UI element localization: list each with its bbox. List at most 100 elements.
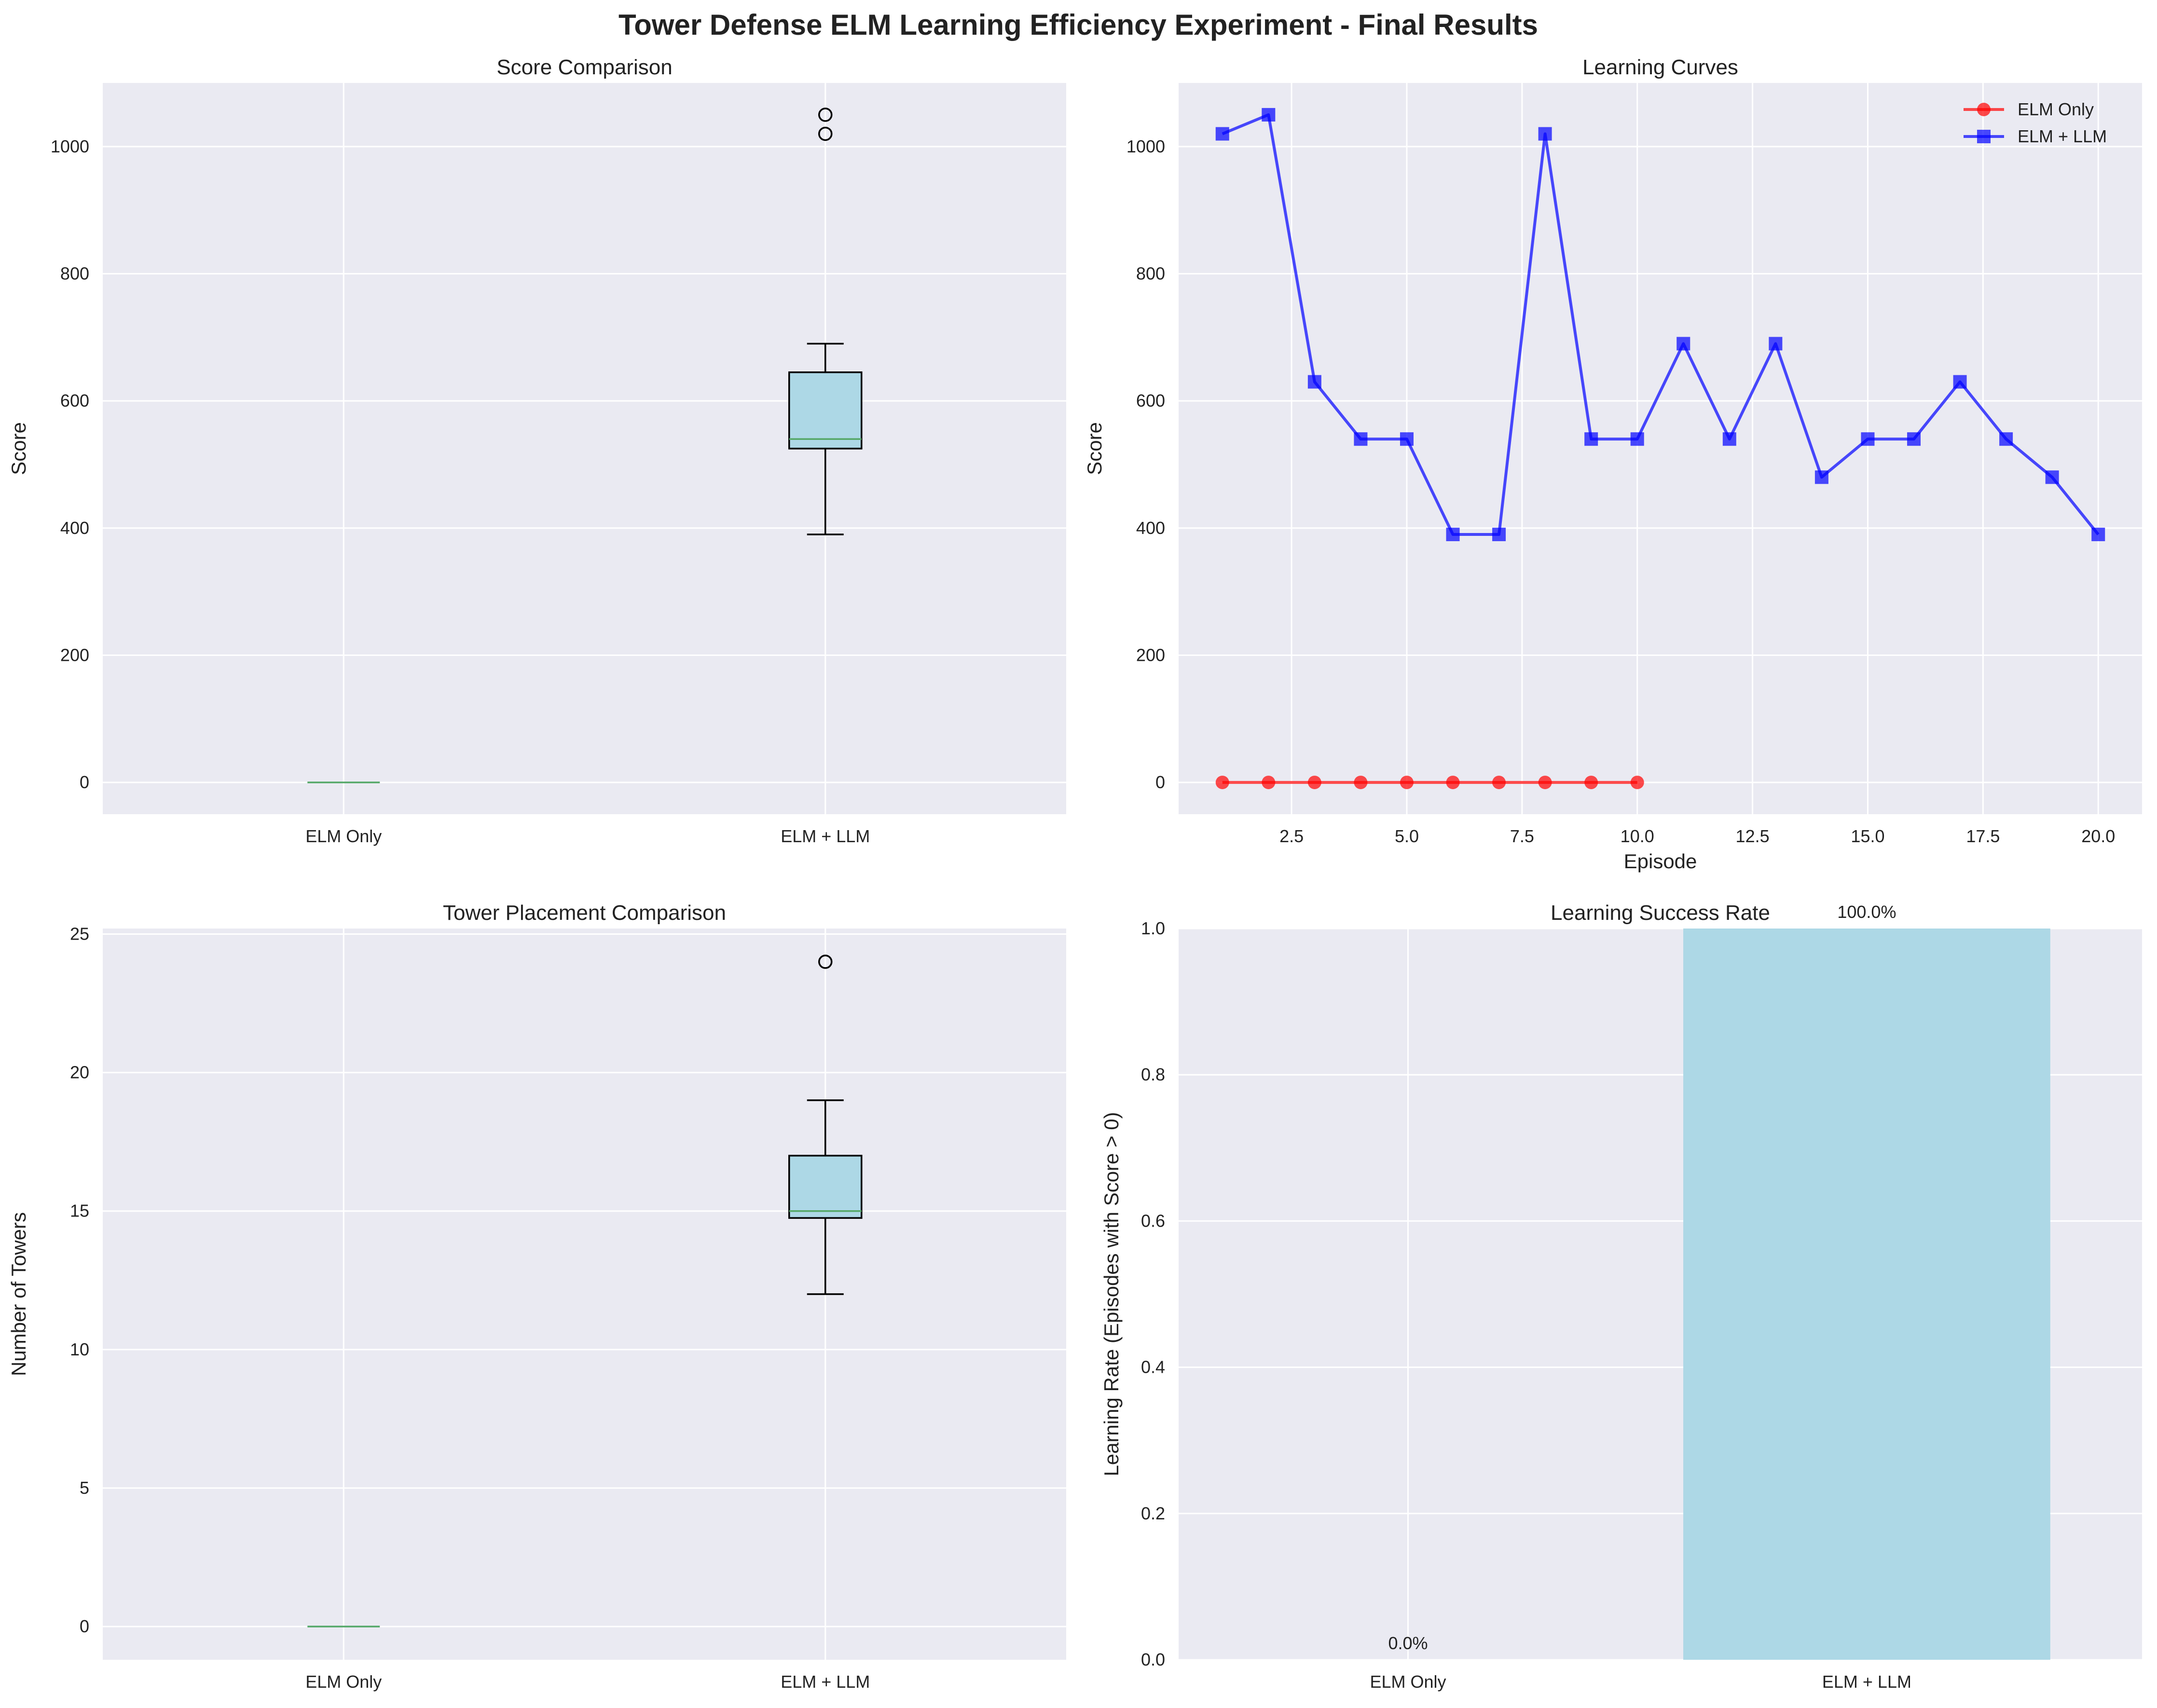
y-tick-label: 5	[80, 1478, 89, 1498]
y-axis-label: Learning Rate (Episodes with Score > 0)	[1100, 1112, 1123, 1476]
y-tick-label: 0.0	[1141, 1650, 1165, 1669]
x-tick-label: 7.5	[1510, 826, 1534, 846]
legend-label: ELM Only	[2018, 99, 2094, 119]
y-tick-label: 20	[70, 1063, 89, 1082]
y-tick-label: 0.2	[1141, 1503, 1165, 1523]
outlier-point	[818, 126, 833, 141]
learning-success-panel: Learning Success Rate 0.0 0.2 0.4 0.6 0.8 1.0 L…	[1100, 901, 2142, 1692]
data-point	[1446, 776, 1460, 790]
series-elm-llm	[1215, 108, 2105, 541]
x-tick-label: ELM + LLM	[781, 1672, 870, 1692]
y-tick-label: 0	[80, 1616, 89, 1636]
x-tick-label: ELM + LLM	[781, 826, 870, 846]
y-tick-label: 1000	[51, 137, 89, 156]
data-point	[1630, 432, 1644, 446]
figure-suptitle: Tower Defense ELM Learning Efficiency Ex…	[618, 9, 1538, 41]
y-tick-label: 25	[70, 924, 89, 943]
data-point	[1630, 776, 1644, 790]
axes-background	[103, 83, 1066, 814]
legend: ELM Only ELM + LLM	[1964, 99, 2107, 146]
data-point	[1215, 776, 1229, 790]
data-point	[1215, 127, 1229, 141]
panel-title: Score Comparison	[496, 55, 672, 79]
box-elm-llm	[788, 108, 863, 535]
y-tick-label: 0.4	[1141, 1357, 1165, 1377]
y-tick-label: 800	[1136, 263, 1165, 283]
x-tick-label: 5.0	[1395, 826, 1419, 846]
legend-label: ELM + LLM	[2018, 126, 2107, 146]
data-point	[1538, 776, 1552, 790]
data-point	[1307, 776, 1321, 790]
data-point	[1446, 527, 1460, 541]
y-axis-label: Score	[7, 422, 30, 475]
bar-value-label: 0.0%	[1388, 1633, 1428, 1653]
x-tick-label: 10.0	[1621, 826, 1654, 846]
y-axis-label: Number of Towers	[7, 1212, 30, 1376]
y-tick-label: 600	[1136, 391, 1165, 410]
panel-title: Learning Curves	[1582, 55, 1738, 79]
x-tick-label: ELM + LLM	[1822, 1672, 1911, 1692]
bar-value-label: 100.0%	[1837, 902, 1896, 922]
axes-background	[1179, 83, 2142, 814]
y-tick-label: 0	[80, 772, 89, 792]
data-point	[1262, 108, 1276, 122]
x-tick-label: 20.0	[2081, 826, 2115, 846]
data-point	[1584, 776, 1598, 790]
data-point	[1400, 432, 1414, 446]
data-point	[1262, 776, 1276, 790]
data-point	[2091, 527, 2105, 541]
data-point	[1354, 432, 1368, 446]
y-tick-label: 0.8	[1141, 1065, 1165, 1084]
panel-title: Learning Success Rate	[1551, 901, 1770, 925]
x-tick-label: 17.5	[1966, 826, 2000, 846]
x-tick-label: ELM Only	[1370, 1672, 1446, 1692]
data-point	[1400, 776, 1414, 790]
bar-elm-llm	[1683, 929, 2050, 1660]
x-tick-label: 12.5	[1736, 826, 1770, 846]
data-point	[2045, 470, 2059, 484]
box-elm-llm	[788, 955, 863, 1295]
y-tick-label: 800	[60, 263, 89, 283]
y-tick-label: 10	[70, 1339, 89, 1359]
y-axis-label: Score	[1083, 422, 1106, 475]
x-axis-label: Episode	[1624, 850, 1697, 873]
data-point	[1307, 375, 1321, 389]
legend-marker	[1977, 130, 1991, 143]
y-tick-label: 1000	[1127, 137, 1165, 156]
data-point	[1354, 776, 1368, 790]
data-point	[1999, 432, 2013, 446]
tower-placement-panel: Tower Placement Comparison 0 5 10 15 20 25 Numb…	[7, 901, 1066, 1692]
iqr-box	[788, 371, 863, 450]
axes-background	[103, 929, 1066, 1660]
legend-marker	[1977, 103, 1991, 116]
outlier-point	[818, 108, 833, 122]
y-tick-label: 200	[60, 645, 89, 665]
outlier-point	[818, 955, 833, 969]
data-point	[1584, 432, 1598, 446]
data-point	[1538, 127, 1552, 141]
y-tick-label: 400	[60, 518, 89, 538]
data-point	[1492, 776, 1506, 790]
y-tick-label: 400	[1136, 518, 1165, 538]
panel-title: Tower Placement Comparison	[443, 901, 726, 925]
data-point	[1907, 432, 1921, 446]
x-tick-label: ELM Only	[305, 826, 382, 846]
score-comparison-panel: Score Comparison 0 200 400 600 800 1000 Score EL…	[7, 55, 1066, 846]
y-tick-label: 200	[1136, 645, 1165, 665]
data-point	[1722, 432, 1736, 446]
x-tick-label: ELM Only	[305, 1672, 382, 1692]
data-point	[1953, 375, 1967, 389]
series-line	[1222, 113, 2100, 536]
series-elm-only	[1215, 776, 1644, 790]
learning-curves-panel: Learning Curves 0 200 400 600 800 1000 Score 2.5…	[1083, 55, 2142, 873]
y-tick-label: 1.0	[1141, 918, 1165, 938]
x-tick-label: 15.0	[1851, 826, 1884, 846]
iqr-box	[788, 1155, 863, 1219]
data-point	[1861, 432, 1875, 446]
data-point	[1769, 337, 1783, 351]
y-tick-label: 600	[60, 391, 89, 410]
y-tick-label: 0.6	[1141, 1211, 1165, 1230]
x-tick-label: 2.5	[1279, 826, 1304, 846]
y-tick-label: 15	[70, 1201, 89, 1221]
data-point	[1492, 527, 1506, 541]
